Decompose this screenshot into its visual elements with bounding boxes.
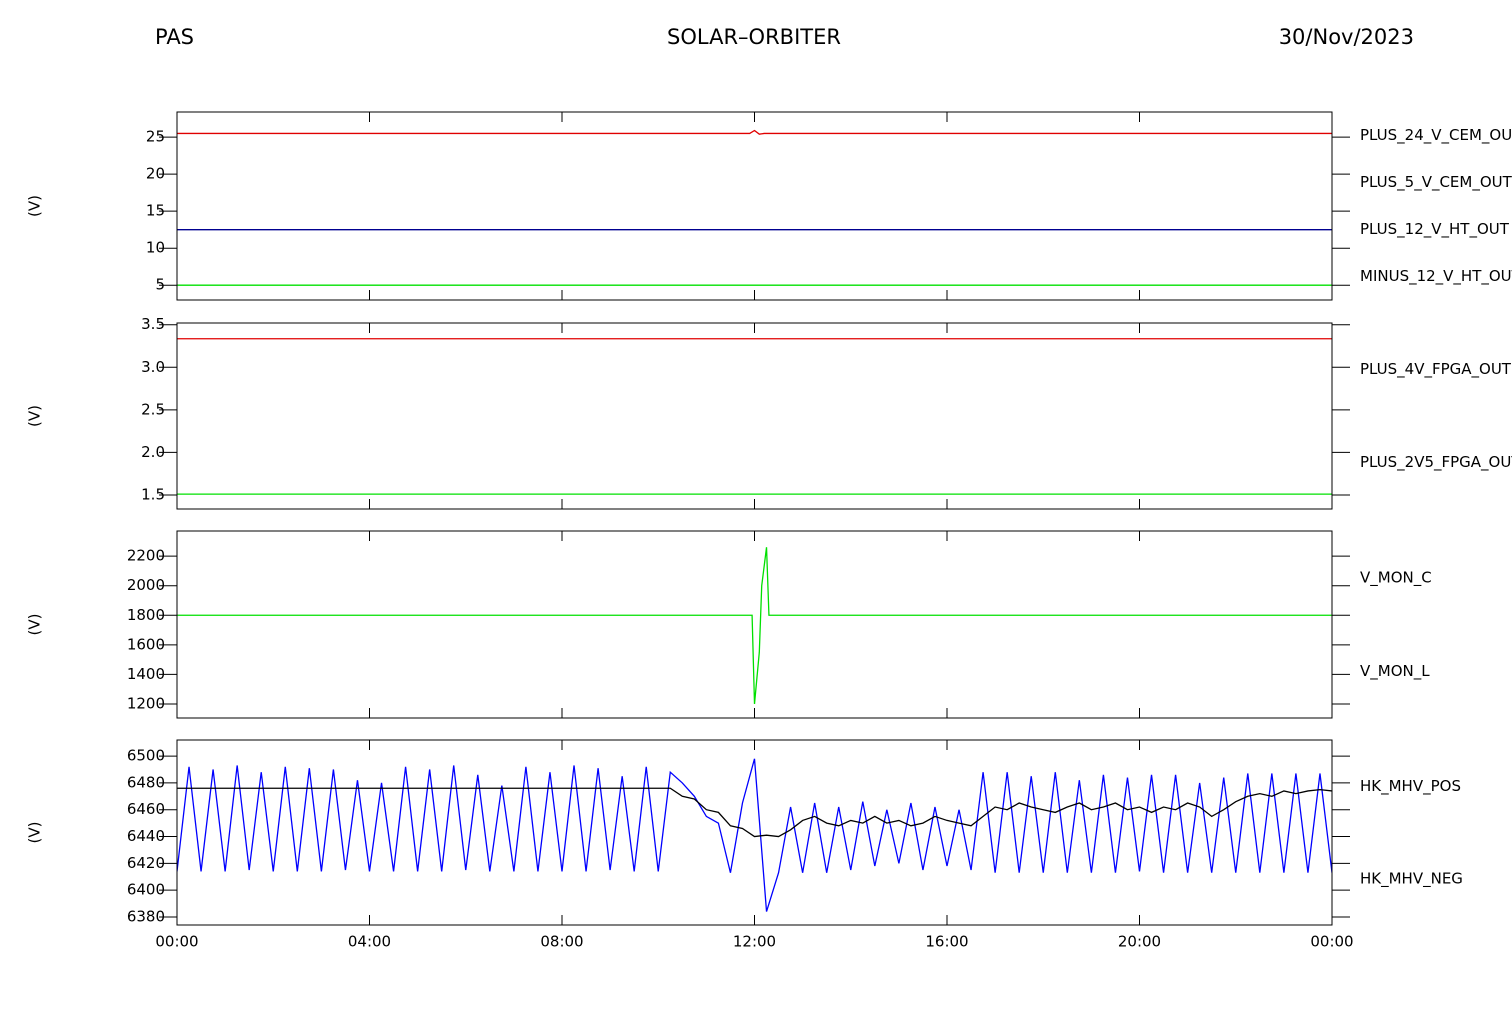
series-line bbox=[177, 129, 1332, 135]
series-line bbox=[177, 758, 1332, 912]
y-tick-label: 6460 bbox=[127, 800, 165, 818]
x-tick-label: 16:00 bbox=[925, 933, 968, 951]
x-tick-label: 12:00 bbox=[733, 933, 776, 951]
y-tick-label: 1600 bbox=[127, 635, 165, 653]
legend-label: PLUS_5_V_CEM_OUT bbox=[1360, 173, 1512, 192]
y-tick-label: 2200 bbox=[127, 547, 165, 565]
y-tick-label: 1800 bbox=[127, 606, 165, 624]
y-tick-label: 6420 bbox=[127, 854, 165, 872]
y-tick-label: 1200 bbox=[127, 694, 165, 712]
panel: 1.5 2.0 2.5 3.0 3.5 (V) PLUS_4V_FPGA_OUT PLUS_2… bbox=[26, 315, 1512, 510]
legend-label: V_MON_C bbox=[1360, 568, 1432, 587]
y-tick-label: 2000 bbox=[127, 576, 165, 594]
plot-frame bbox=[176, 530, 1333, 719]
y-axis-label: (V) bbox=[26, 405, 44, 427]
plot-frame bbox=[176, 322, 1333, 510]
x-tick-label: 00:00 bbox=[155, 933, 198, 951]
panel: 1200 1400 1600 1800 2000 2200 (V) V_MON_C V_MON_… bbox=[26, 530, 1432, 719]
y-axis-label: (V) bbox=[26, 195, 44, 217]
legend-label: V_MON_L bbox=[1360, 662, 1430, 681]
legend-label: PLUS_12_V_HT_OUT bbox=[1360, 220, 1510, 239]
legend-label: PLUS_24_V_CEM_OUT bbox=[1360, 126, 1512, 145]
y-tick-label: 2.0 bbox=[141, 443, 165, 461]
x-tick-label: 20:00 bbox=[1118, 933, 1161, 951]
y-tick-label: 3.5 bbox=[141, 315, 165, 333]
header-center: SOLAR–ORBITER bbox=[667, 25, 841, 49]
y-tick-label: 6400 bbox=[127, 881, 165, 899]
y-tick-label: 6380 bbox=[127, 907, 165, 925]
y-tick-label: 1.5 bbox=[141, 485, 165, 503]
x-tick-label: 00:00 bbox=[1310, 933, 1353, 951]
y-tick-label: 6480 bbox=[127, 773, 165, 791]
plot-frame bbox=[176, 111, 1333, 301]
series-line bbox=[177, 787, 1332, 838]
y-tick-label: 1400 bbox=[127, 665, 165, 683]
y-tick-label: 15 bbox=[146, 202, 165, 220]
header-right: 30/Nov/2023 bbox=[1279, 25, 1414, 49]
legend-label: HK_MHV_NEG bbox=[1360, 869, 1463, 888]
legend-label: PLUS_2V5_FPGA_OUT bbox=[1360, 453, 1512, 472]
legend-label: PLUS_4V_FPGA_OUT bbox=[1360, 360, 1512, 379]
y-tick-label: 20 bbox=[146, 165, 165, 183]
panel: 6380 6400 6420 6440 6460 6480 6500 00:00 04:00 08… bbox=[26, 739, 1463, 951]
plot-frame bbox=[176, 739, 1333, 926]
y-tick-label: 2.5 bbox=[141, 400, 165, 418]
header-left: PAS bbox=[155, 25, 194, 49]
panel: 510152025(V)PLUS_24_V_CEM_OUTPLUS_5_V_CE… bbox=[26, 111, 1512, 301]
x-tick-label: 04:00 bbox=[348, 933, 391, 951]
y-axis-label: (V) bbox=[26, 822, 44, 844]
y-tick-label: 6500 bbox=[127, 747, 165, 765]
legend-label: HK_MHV_POS bbox=[1360, 777, 1461, 796]
series-line bbox=[177, 547, 1332, 705]
y-tick-label: 6440 bbox=[127, 827, 165, 845]
y-tick-label: 25 bbox=[146, 128, 165, 146]
y-axis-label: (V) bbox=[26, 614, 44, 636]
x-tick-label: 08:00 bbox=[540, 933, 583, 951]
y-tick-label: 3.0 bbox=[141, 358, 165, 376]
legend-label: MINUS_12_V_HT_OUT bbox=[1360, 267, 1512, 286]
y-tick-label: 10 bbox=[146, 239, 165, 257]
